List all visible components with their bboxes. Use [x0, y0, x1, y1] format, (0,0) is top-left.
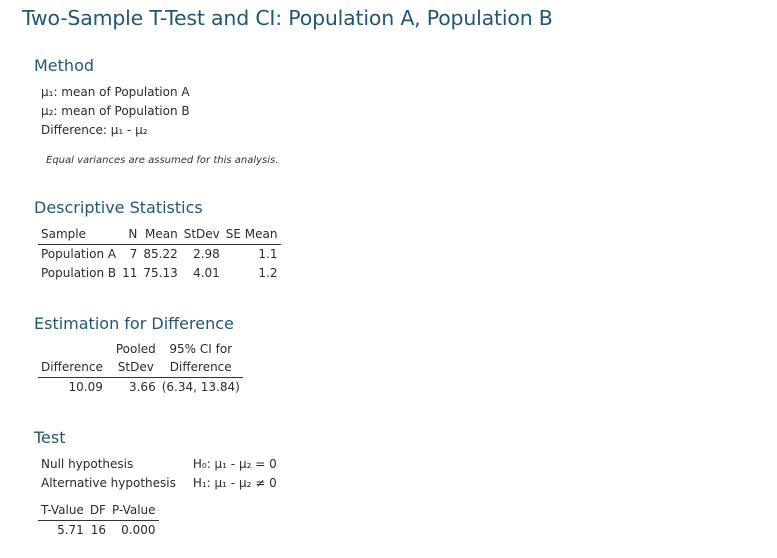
est-header-stdev: StDev: [112, 358, 159, 378]
col-header-stdev: StDev: [180, 225, 223, 245]
est-header-difference: Difference: [38, 358, 113, 378]
col-header-sample: Sample: [38, 225, 120, 245]
col-header-p-value: P-Value: [108, 501, 159, 521]
cell-pooled-stdev: 3.66: [128, 380, 156, 394]
cell-stdev: 4.01: [193, 266, 220, 280]
col-header-t-value: T-Value: [38, 501, 87, 521]
cell-se-mean: 1.2: [258, 266, 278, 280]
cell-t-value: 5.71: [57, 523, 84, 537]
est-header-ci: Difference: [158, 358, 243, 378]
cell-df: 16: [90, 523, 106, 537]
est-header-top-ci: 95% CI for: [169, 342, 233, 356]
cell-sample: Population A: [41, 247, 117, 261]
table-row: Population A 7 85.22 2.98 1.1: [38, 245, 281, 265]
cell-n: 7: [129, 247, 138, 261]
cell-ci: (6.34, 13.84): [161, 380, 240, 394]
cell-n: 11: [122, 266, 138, 280]
cell-difference: 10.09: [68, 380, 103, 394]
test-heading: Test: [34, 428, 66, 447]
cell-stdev: 2.98: [193, 247, 220, 261]
hypothesis-value: H₁: μ₁ - µ₂ ≠ 0: [192, 476, 277, 490]
hypothesis-label: Null hypothesis: [41, 457, 134, 471]
cell-se-mean: 1.1: [258, 247, 278, 261]
col-header-mean: Mean: [140, 225, 181, 245]
cell-mean: 85.22: [143, 247, 178, 261]
hypothesis-label: Alternative hypothesis: [41, 476, 176, 490]
descriptive-heading: Descriptive Statistics: [34, 198, 203, 217]
table-row: Alternative hypothesis H₁: μ₁ - µ₂ ≠ 0: [38, 474, 280, 493]
method-line-mu2: µ₂: mean of Population B: [41, 104, 190, 118]
method-line-difference: Difference: µ₁ - µ₂: [41, 123, 148, 137]
method-heading: Method: [34, 56, 95, 75]
hypothesis-value: H₀: μ₁ - µ₂ = 0: [192, 457, 277, 471]
table-row: Population B 11 75.13 4.01 1.2: [38, 264, 281, 283]
col-header-df: DF: [86, 501, 109, 521]
hypothesis-table: Null hypothesis H₀: μ₁ - µ₂ = 0 Alternat…: [38, 455, 280, 493]
method-note: Equal variances are assumed for this ana…: [46, 155, 279, 166]
estimation-table: Pooled 95% CI for Difference StDev Diffe…: [38, 341, 243, 397]
table-row: Null hypothesis H₀: μ₁ - µ₂ = 0: [38, 455, 280, 474]
cell-sample: Population B: [41, 266, 117, 280]
page-title: Two-Sample T-Test and CI: Population A, …: [22, 6, 553, 30]
table-row: 10.09 3.66 (6.34, 13.84): [38, 378, 243, 398]
method-line-mu1: μ₁: mean of Population A: [41, 85, 190, 99]
col-header-se-mean: SE Mean: [222, 225, 281, 245]
cell-p-value: 0.000: [121, 523, 156, 537]
descriptive-table: Sample N Mean StDev SE Mean Population A…: [38, 225, 281, 283]
est-header-top-pooled: Pooled: [115, 342, 156, 356]
estimation-heading: Estimation for Difference: [34, 314, 234, 333]
table-row: 5.71 16 0.000: [38, 521, 159, 541]
col-header-n: N: [119, 225, 141, 245]
test-table: T-Value DF P-Value 5.71 16 0.000: [38, 501, 159, 540]
cell-mean: 75.13: [143, 266, 178, 280]
est-header-top-difference: [38, 341, 113, 358]
